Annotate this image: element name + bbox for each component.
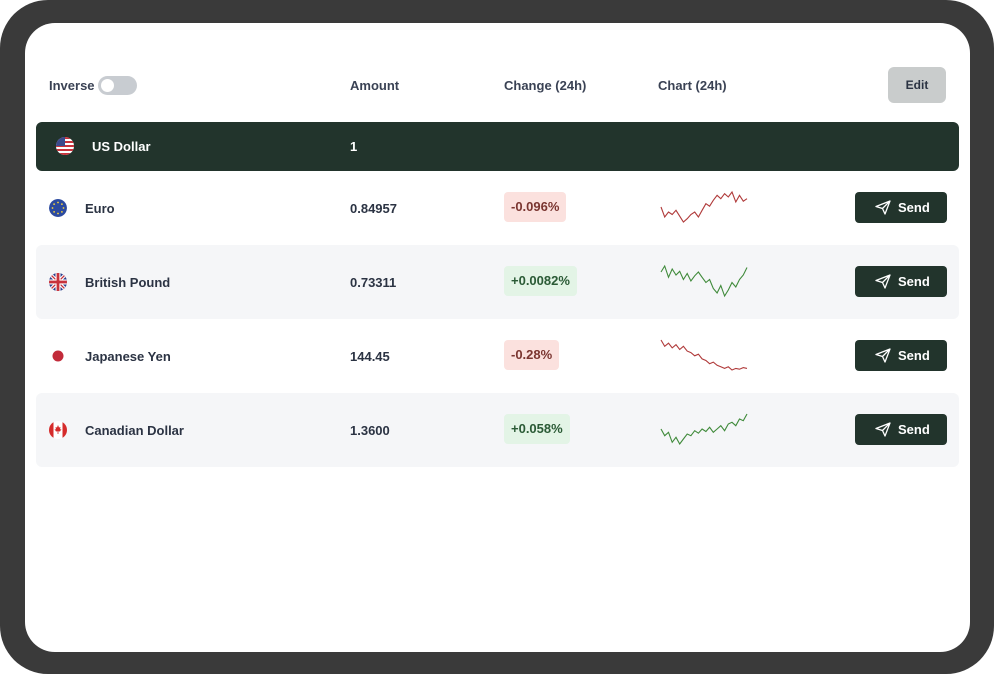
send-label: Send bbox=[898, 200, 930, 215]
send-label: Send bbox=[898, 274, 930, 289]
amount-column-header: Amount bbox=[350, 78, 400, 93]
inverse-toggle[interactable] bbox=[98, 76, 137, 95]
sparkline-path bbox=[660, 264, 748, 298]
sparkline-chart bbox=[660, 413, 748, 446]
paper-plane-icon bbox=[875, 200, 891, 215]
send-button[interactable]: Send bbox=[855, 266, 947, 297]
currency-amount: 144.45 bbox=[350, 349, 390, 364]
send-button[interactable]: Send bbox=[855, 192, 947, 223]
app-screen: Inverse Amount Change (24h) Chart (24h) … bbox=[25, 23, 970, 652]
paper-plane-icon bbox=[875, 274, 891, 289]
sparkline-chart bbox=[660, 339, 748, 371]
change-badge: -0.096% bbox=[504, 192, 567, 222]
ca-flag-icon bbox=[49, 421, 67, 439]
sparkline-path bbox=[660, 413, 748, 446]
edit-button[interactable]: Edit bbox=[888, 67, 946, 103]
currency-row-japanese-yen: Japanese Yen 144.45 -0.28% Send bbox=[36, 319, 959, 393]
change-badge: -0.28% bbox=[504, 340, 560, 370]
send-label: Send bbox=[898, 422, 930, 437]
change-badge: +0.0082% bbox=[504, 266, 577, 296]
currency-amount: 1.3600 bbox=[350, 423, 390, 438]
currency-amount: 0.84957 bbox=[350, 201, 397, 216]
eu-flag-icon bbox=[49, 199, 67, 217]
sparkline-path bbox=[660, 339, 748, 371]
send-button[interactable]: Send bbox=[855, 414, 947, 445]
currency-name: Japanese Yen bbox=[85, 349, 171, 364]
uk-flag-icon bbox=[49, 273, 67, 291]
us-flag-icon bbox=[56, 137, 74, 155]
change-column-header: Change (24h) bbox=[504, 78, 587, 93]
sparkline-chart bbox=[660, 190, 748, 223]
send-label: Send bbox=[898, 348, 930, 363]
currency-row-british-pound: British Pound 0.73311 +0.0082% Send bbox=[36, 245, 959, 319]
table-header: Inverse Amount Change (24h) Chart (24h) … bbox=[25, 23, 970, 121]
change-badge: +0.058% bbox=[504, 414, 570, 444]
jp-flag-icon bbox=[49, 347, 67, 365]
paper-plane-icon bbox=[875, 422, 891, 437]
base-currency-row: US Dollar 1 bbox=[36, 122, 959, 171]
currency-row-euro: Euro 0.84957 -0.096% Send bbox=[36, 171, 959, 245]
sparkline-chart bbox=[660, 264, 748, 298]
currency-name: Canadian Dollar bbox=[85, 423, 184, 438]
paper-plane-icon bbox=[875, 348, 891, 363]
currency-row-canadian-dollar: Canadian Dollar 1.3600 +0.058% Send bbox=[36, 393, 959, 467]
sparkline-path bbox=[660, 190, 748, 223]
currency-name: Euro bbox=[85, 201, 115, 216]
base-currency-name: US Dollar bbox=[92, 139, 151, 154]
inverse-label: Inverse bbox=[49, 78, 95, 93]
toggle-knob bbox=[101, 79, 114, 92]
send-button[interactable]: Send bbox=[855, 340, 947, 371]
currency-amount: 0.73311 bbox=[350, 275, 397, 290]
currency-name: British Pound bbox=[85, 275, 171, 290]
chart-column-header: Chart (24h) bbox=[658, 78, 727, 93]
base-currency-amount: 1 bbox=[350, 139, 358, 154]
